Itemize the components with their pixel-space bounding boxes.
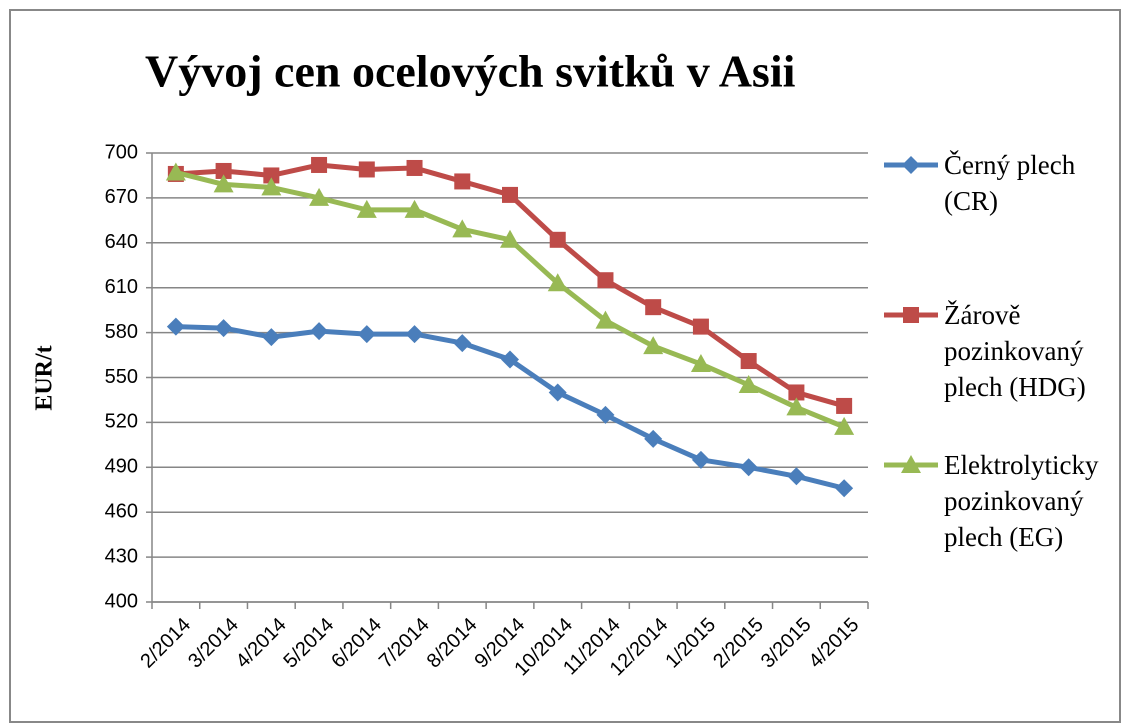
y-tick-label: 640 <box>105 231 138 253</box>
x-tick-label: 3/2014 <box>184 614 243 673</box>
marker <box>692 318 709 335</box>
legend-label: Černý plech (CR) <box>944 150 1076 216</box>
y-tick-label: 460 <box>105 500 138 522</box>
marker <box>740 353 757 370</box>
x-tick-label: 2/2014 <box>136 614 195 673</box>
marker <box>643 336 664 355</box>
marker <box>739 458 758 477</box>
chart-frame <box>9 9 1121 723</box>
y-tick-label: 520 <box>105 411 138 433</box>
y-axis-label: EUR/t <box>32 345 58 410</box>
marker <box>404 199 425 218</box>
x-tick-label: 3/2015 <box>757 614 816 673</box>
marker <box>500 229 520 248</box>
y-tick-label: 490 <box>105 456 138 478</box>
marker <box>597 272 614 289</box>
marker <box>452 219 473 238</box>
marker <box>357 325 376 344</box>
marker <box>903 307 919 323</box>
marker <box>166 317 185 336</box>
x-tick-label: 4/2014 <box>232 614 291 673</box>
marker <box>310 322 329 341</box>
x-tick-label: 7/2014 <box>375 614 434 673</box>
marker <box>786 397 807 416</box>
legend-label: Elektrolyticky pozinkovaný plech (EG) <box>944 450 1099 552</box>
marker <box>263 167 280 184</box>
marker <box>788 384 805 401</box>
marker <box>454 173 471 190</box>
x-tick-label: 2/2015 <box>709 614 768 673</box>
y-tick-label: 580 <box>105 321 138 343</box>
marker <box>690 354 711 373</box>
marker <box>214 319 233 338</box>
marker <box>548 383 567 402</box>
marker <box>405 325 424 344</box>
marker <box>901 455 921 473</box>
marker <box>547 273 568 292</box>
marker <box>261 177 282 196</box>
marker <box>213 174 234 193</box>
marker <box>644 429 663 448</box>
marker <box>645 299 662 316</box>
x-tick-label: 4/2015 <box>805 614 864 673</box>
y-tick-label: 700 <box>105 141 138 163</box>
y-tick-label: 430 <box>105 545 138 567</box>
marker <box>549 231 566 248</box>
marker <box>262 328 281 347</box>
marker <box>215 162 232 179</box>
marker <box>738 374 759 393</box>
marker <box>356 199 377 218</box>
y-tick-label: 610 <box>105 276 138 298</box>
marker <box>358 161 375 178</box>
marker <box>309 187 330 206</box>
y-tick-label: 670 <box>105 186 138 208</box>
marker <box>787 467 806 486</box>
x-tick-label: 5/2014 <box>280 614 339 673</box>
marker <box>596 405 615 424</box>
marker <box>835 479 854 498</box>
marker <box>453 334 472 353</box>
marker <box>165 162 186 181</box>
x-tick-label: 6/2014 <box>327 614 386 673</box>
legend-label: Žárově pozinkovaný plech (HDG) <box>944 300 1086 402</box>
y-tick-label: 400 <box>105 590 138 612</box>
marker <box>502 186 518 203</box>
x-tick-label: 1/2015 <box>661 614 720 673</box>
chart-title: Vývoj cen ocelových svitků v Asii <box>145 46 796 97</box>
marker <box>501 350 519 369</box>
x-tick-label: 8/2014 <box>423 614 482 673</box>
marker <box>595 310 616 329</box>
marker <box>311 156 328 173</box>
y-tick-label: 550 <box>105 366 138 388</box>
marker <box>691 450 710 469</box>
marker <box>902 156 920 174</box>
marker <box>406 159 423 176</box>
marker <box>834 416 855 435</box>
marker <box>836 397 853 414</box>
